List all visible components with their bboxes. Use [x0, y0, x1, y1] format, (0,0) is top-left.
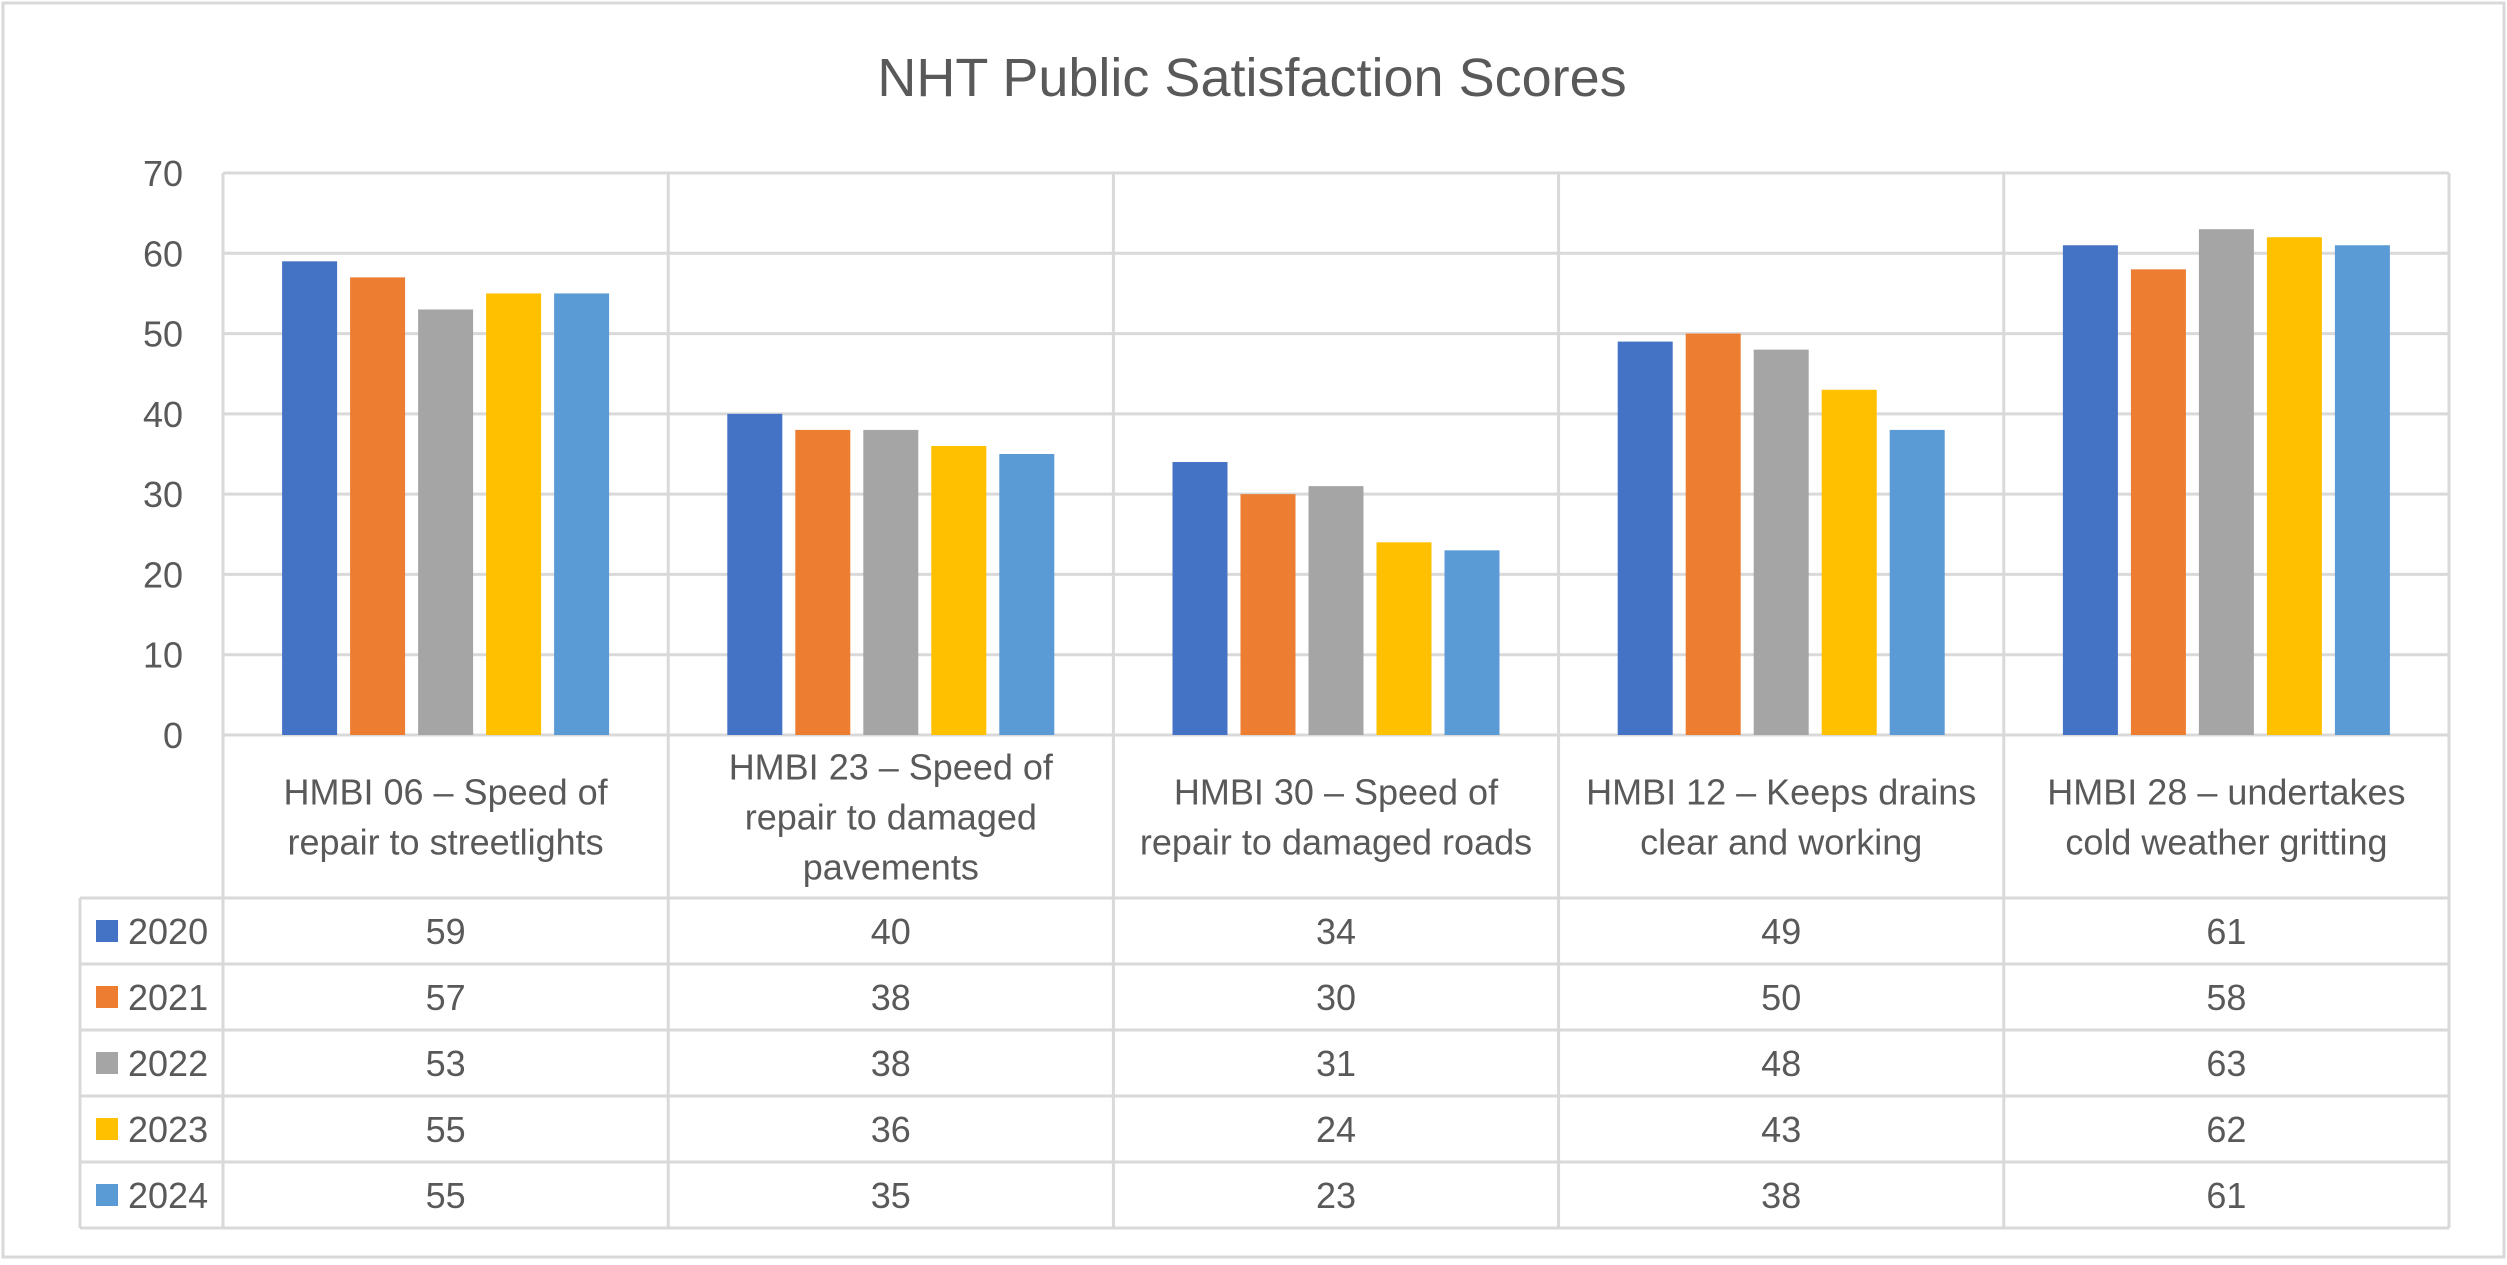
legend-swatch: [96, 1184, 118, 1206]
y-tick-label: 70: [143, 153, 183, 194]
y-tick-label: 20: [143, 554, 183, 595]
category-label: pavements: [803, 847, 979, 888]
legend-swatch: [96, 1052, 118, 1074]
category-label: HMBI 23 – Speed of: [729, 747, 1054, 788]
y-tick-label: 0: [163, 715, 183, 756]
legend-label: 2023: [128, 1109, 208, 1150]
table-cell-value: 35: [871, 1175, 911, 1216]
bar: [795, 429, 851, 735]
bar: [2130, 269, 2186, 735]
bar: [1240, 494, 1296, 735]
bar: [418, 309, 474, 735]
table-cell-value: 38: [1761, 1175, 1801, 1216]
table-cell-value: 55: [426, 1109, 466, 1150]
table-cell-value: 61: [2206, 1175, 2246, 1216]
table-cell-value: 40: [871, 911, 911, 952]
table-cell-value: 53: [426, 1043, 466, 1084]
bar: [1753, 349, 1809, 735]
bar: [282, 261, 338, 735]
bar: [1308, 486, 1364, 735]
bar: [1172, 462, 1228, 735]
y-tick-label: 60: [143, 233, 183, 274]
table-cell-value: 57: [426, 977, 466, 1018]
table-cell-value: 49: [1761, 911, 1801, 952]
table-cell-value: 63: [2206, 1043, 2246, 1084]
bar: [486, 293, 542, 735]
data-table: 2020 59 40 34 49 61 2021 57 38 30 50 58 2022 53 38 31 48…: [78, 896, 2449, 1230]
bar: [2266, 237, 2322, 735]
bar: [1685, 333, 1741, 735]
category-label: HMBI 12 – Keeps drains: [1586, 772, 1976, 813]
table-cell-value: 48: [1761, 1043, 1801, 1084]
table-cell-value: 59: [426, 911, 466, 952]
category-label: repair to damaged roads: [1140, 822, 1532, 863]
category-label: cold weather gritting: [2065, 822, 2387, 863]
bar: [350, 277, 406, 735]
table-cell-value: 38: [871, 1043, 911, 1084]
y-tick-label: 10: [143, 635, 183, 676]
bar-layer: [282, 229, 2390, 735]
y-tick-label: 40: [143, 394, 183, 435]
bar: [1444, 550, 1500, 735]
bar: [2334, 245, 2390, 735]
table-cell-value: 34: [1316, 911, 1356, 952]
bar: [2062, 245, 2118, 735]
bar: [554, 293, 610, 735]
bar: [1889, 429, 1945, 735]
legend-swatch: [96, 1118, 118, 1140]
table-cell-value: 24: [1316, 1109, 1356, 1150]
bar: [727, 413, 783, 735]
legend-label: 2022: [128, 1043, 208, 1084]
table-cell-value: 43: [1761, 1109, 1801, 1150]
legend-swatch: [96, 986, 118, 1008]
bar: [1821, 389, 1877, 735]
table-cell-value: 36: [871, 1109, 911, 1150]
bar: [1617, 341, 1673, 735]
category-label: HMBI 06 – Speed of: [283, 772, 608, 813]
y-tick-label: 50: [143, 314, 183, 355]
table-cell-value: 30: [1316, 977, 1356, 1018]
y-tick-label: 30: [143, 474, 183, 515]
table-cell-value: 61: [2206, 911, 2246, 952]
bar: [999, 454, 1055, 735]
category-label: repair to streetlights: [288, 822, 604, 863]
bar: [931, 445, 987, 735]
bar: [863, 429, 919, 735]
legend-label: 2020: [128, 911, 208, 952]
table-cell-value: 58: [2206, 977, 2246, 1018]
category-label: clear and working: [1640, 822, 1922, 863]
table-cell-value: 23: [1316, 1175, 1356, 1216]
chart-title: NHT Public Satisfaction Scores: [877, 48, 1626, 108]
category-label: repair to damaged: [745, 797, 1037, 838]
legend-label: 2021: [128, 977, 208, 1018]
table-cell-value: 50: [1761, 977, 1801, 1018]
legend-label: 2024: [128, 1175, 208, 1216]
axis-layer: 0 10 20 30 40 50 60 70 HMBI 06 – Speed of repair …: [143, 153, 2406, 888]
bar: [2198, 229, 2254, 735]
bar: [1376, 542, 1432, 735]
legend-swatch: [96, 920, 118, 942]
table-cell-value: 62: [2206, 1109, 2246, 1150]
category-label: HMBI 28 – undertakes: [2047, 772, 2405, 813]
table-cell-value: 38: [871, 977, 911, 1018]
category-label: HMBI 30 – Speed of: [1174, 772, 1499, 813]
table-cell-value: 55: [426, 1175, 466, 1216]
table-cell-value: 31: [1316, 1043, 1356, 1084]
